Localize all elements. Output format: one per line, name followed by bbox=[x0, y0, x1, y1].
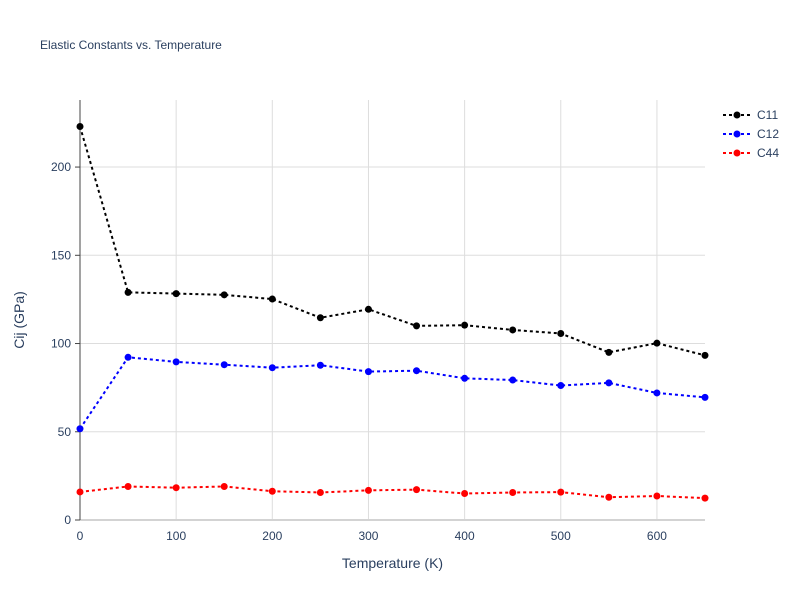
chart-title: Elastic Constants vs. Temperature bbox=[40, 38, 222, 52]
data-point-c44 bbox=[316, 488, 324, 496]
data-point-c44 bbox=[701, 494, 709, 502]
data-point-c11 bbox=[461, 321, 469, 329]
y-axis-label: Cij (GPa) bbox=[11, 291, 27, 349]
x-tick-label: 500 bbox=[551, 529, 571, 543]
data-point-c12 bbox=[172, 358, 180, 366]
data-point-c12 bbox=[76, 425, 84, 433]
data-point-c12 bbox=[364, 368, 372, 376]
data-point-c44 bbox=[557, 488, 565, 496]
data-point-c44 bbox=[364, 486, 372, 494]
data-point-c11 bbox=[220, 291, 228, 299]
data-point-c12 bbox=[605, 379, 613, 387]
y-tick-label: 50 bbox=[58, 425, 72, 439]
x-tick-label: 0 bbox=[77, 529, 84, 543]
data-point-c12 bbox=[461, 374, 469, 382]
data-point-c12 bbox=[509, 376, 517, 384]
legend-swatch-marker bbox=[733, 130, 741, 138]
x-axis-label: Temperature (K) bbox=[342, 555, 443, 571]
legend-item-c11: C11 bbox=[723, 108, 778, 122]
grid bbox=[79, 100, 705, 521]
data-point-c12 bbox=[268, 364, 276, 372]
series-c11 bbox=[76, 122, 709, 359]
x-tick-label: 200 bbox=[262, 529, 282, 543]
y-tick-label: 0 bbox=[64, 513, 71, 527]
data-point-c12 bbox=[653, 389, 661, 397]
data-point-c11 bbox=[364, 305, 372, 313]
data-point-c12 bbox=[124, 353, 132, 361]
series-line-c11 bbox=[79, 126, 706, 357]
legend: C11 C12 C44 bbox=[723, 108, 779, 160]
x-tick-label: 600 bbox=[647, 529, 667, 543]
data-point-c11 bbox=[413, 322, 421, 330]
data-point-c12 bbox=[701, 393, 709, 401]
data-point-c12 bbox=[220, 361, 228, 369]
data-point-c44 bbox=[172, 484, 180, 492]
data-point-c44 bbox=[653, 492, 661, 500]
data-point-c12 bbox=[316, 361, 324, 369]
series-line-c12 bbox=[79, 356, 706, 430]
legend-label: C12 bbox=[757, 127, 779, 141]
data-point-c11 bbox=[172, 290, 180, 298]
axes bbox=[79, 100, 705, 521]
data-point-c11 bbox=[701, 351, 709, 359]
data-point-c44 bbox=[509, 488, 517, 496]
data-point-c11 bbox=[605, 348, 613, 356]
data-point-c44 bbox=[76, 488, 84, 496]
data-point-c44 bbox=[220, 482, 228, 490]
legend-item-c12: C12 bbox=[723, 127, 779, 141]
y-tick-label: 200 bbox=[51, 160, 71, 174]
legend-label: C44 bbox=[757, 146, 779, 160]
data-point-c11 bbox=[509, 326, 517, 334]
ticks: 0 100 200 300 400 500 600 0 50 100 150 200 bbox=[51, 160, 667, 543]
legend-label: C11 bbox=[757, 108, 778, 122]
y-tick-label: 100 bbox=[51, 337, 71, 351]
series-c12 bbox=[76, 353, 709, 433]
data-point-c11 bbox=[653, 339, 661, 347]
data-point-c11 bbox=[268, 295, 276, 303]
series-c44 bbox=[76, 482, 709, 502]
data-point-c44 bbox=[413, 486, 421, 494]
data-point-c44 bbox=[268, 487, 276, 495]
data-point-c44 bbox=[461, 490, 469, 498]
data-point-c44 bbox=[124, 482, 132, 490]
data-point-c44 bbox=[605, 493, 613, 501]
legend-swatch-marker bbox=[733, 149, 741, 157]
series bbox=[76, 122, 709, 502]
legend-item-c44: C44 bbox=[723, 146, 779, 160]
data-point-c11 bbox=[124, 288, 132, 296]
data-point-c12 bbox=[557, 382, 565, 390]
data-point-c11 bbox=[557, 329, 565, 337]
data-point-c12 bbox=[413, 367, 421, 375]
x-tick-label: 100 bbox=[166, 529, 186, 543]
legend-swatch-marker bbox=[733, 111, 741, 119]
x-tick-label: 300 bbox=[358, 529, 378, 543]
y-tick-label: 150 bbox=[51, 248, 71, 262]
x-tick-label: 400 bbox=[455, 529, 475, 543]
data-point-c11 bbox=[76, 122, 84, 130]
series-line-c44 bbox=[79, 485, 706, 500]
data-point-c11 bbox=[316, 314, 324, 322]
